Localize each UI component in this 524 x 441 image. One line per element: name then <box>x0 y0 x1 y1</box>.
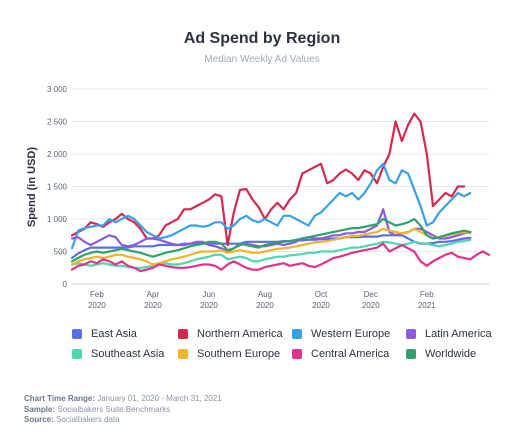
legend-swatch <box>292 349 302 359</box>
series-line-northern-america <box>70 112 466 247</box>
series-line-central-america <box>70 242 491 273</box>
series-line-east-asia <box>70 234 472 260</box>
y-tick-label: 1 500 <box>47 183 68 192</box>
series-lines <box>70 112 491 273</box>
x-tick-year: 2020 <box>256 301 274 310</box>
series-line-western-europe <box>70 162 472 250</box>
gridlines <box>72 88 489 285</box>
note-source: Source: Socialbakers data <box>24 415 120 424</box>
legend-item-latin-america: Latin America <box>406 327 492 341</box>
y-tick-label: 1 000 <box>47 215 68 224</box>
legend-item-western-europe: Western Europe <box>292 327 390 341</box>
legend-label: Northern America <box>197 328 283 340</box>
y-axis-ticks: 0 500 1 000 1 500 2 000 2 500 3 000 <box>47 85 68 289</box>
x-tick-year: 2021 <box>418 301 436 310</box>
legend-swatch <box>406 329 416 339</box>
chart-subtitle: Median Weekly Ad Values <box>204 54 320 65</box>
series-line-southeast-asia <box>70 238 472 269</box>
legend-swatch <box>178 349 188 359</box>
note-time-range: Chart Time Range: January 01, 2020 - Mar… <box>24 394 222 403</box>
note-sample: Sample: Socialbakers Suite Benchmarks <box>24 404 171 414</box>
y-tick-label: 2 500 <box>47 118 68 127</box>
x-tick-label: Dec <box>364 290 378 299</box>
x-tick-year: 2020 <box>88 301 106 310</box>
legend-label: Southern Europe <box>197 348 281 360</box>
x-tick-year: 2020 <box>312 301 330 310</box>
x-tick-label: Jun <box>202 290 215 299</box>
legend-label: Latin America <box>425 328 492 340</box>
legend-swatch <box>406 349 416 359</box>
legend-swatch <box>72 329 82 339</box>
x-tick-year: 2020 <box>362 301 380 310</box>
series-line-worldwide <box>70 217 472 263</box>
x-tick-label: Oct <box>315 290 328 299</box>
x-tick-year: 2020 <box>144 301 162 310</box>
legend-swatch <box>72 349 82 359</box>
x-tick-label: Aug <box>258 290 272 299</box>
legend-label: East Asia <box>91 328 137 340</box>
legend-swatch <box>292 329 302 339</box>
x-tick-label: Feb <box>90 290 104 299</box>
legend-item-southern-europe: Southern Europe <box>178 347 280 361</box>
y-tick-label: 2 000 <box>47 150 68 159</box>
legend-label: Southeast Asia <box>91 348 165 360</box>
y-tick-label: 500 <box>54 248 68 257</box>
y-tick-label: 0 <box>63 280 68 289</box>
x-tick-label: Apr <box>147 290 160 299</box>
legend-label: Central America <box>311 348 390 360</box>
legend-item-east-asia: East Asia <box>72 327 137 341</box>
y-tick-label: 3 000 <box>47 85 68 94</box>
y-axis-label: Spend (in USD) <box>26 147 38 227</box>
legend-item-southeast-asia: Southeast Asia <box>72 347 164 361</box>
x-axis-ticks: Feb 2020 Apr 2020 Jun 2020 Aug 2020 Oct 2020 Dec 20… <box>88 290 436 310</box>
chart-title: Ad Spend by Region <box>183 30 341 47</box>
x-tick-year: 2020 <box>200 301 218 310</box>
legend-item-northern-america: Northern America <box>178 327 283 341</box>
legend-label: Western Europe <box>311 328 391 340</box>
legend-label: Worldwide <box>425 348 477 360</box>
x-tick-label: Feb <box>420 290 434 299</box>
legend-swatch <box>178 329 188 339</box>
line-chart: 0 500 1 000 1 500 2 000 2 500 3 000 Feb 2020 Apr… <box>26 85 491 310</box>
chart-notes: Chart Time Range: January 01, 2020 - Mar… <box>24 394 222 426</box>
series-line-southern-europe <box>70 227 472 266</box>
legend-item-worldwide: Worldwide <box>406 347 476 361</box>
legend-item-central-america: Central America <box>292 347 389 361</box>
